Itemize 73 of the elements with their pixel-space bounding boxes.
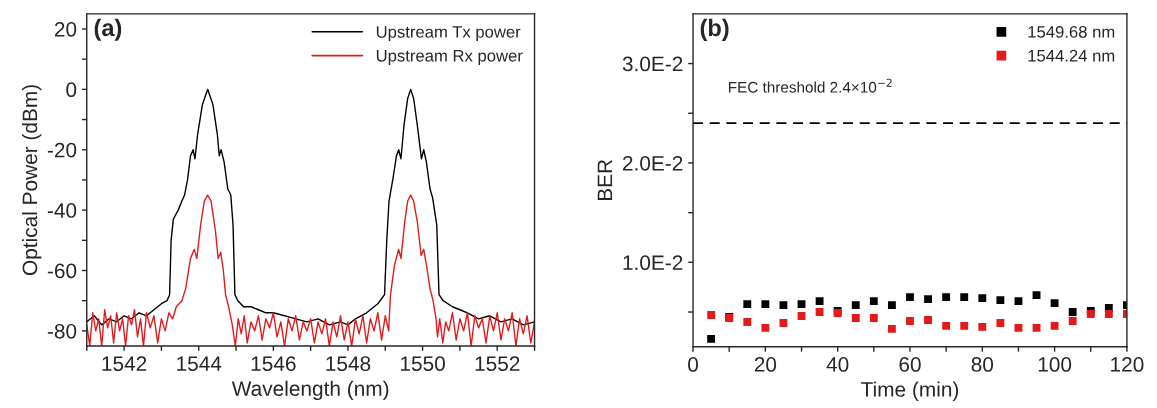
y-tick-label: 3.0E-2 [622,56,683,72]
x-axis-title: Time (min) [861,381,959,401]
x-tick-label: 60 [899,357,921,372]
point [1050,299,1059,307]
y-axis-title: Optical Power (dBm) [21,85,42,276]
point [743,318,752,326]
x-tick-label: 40 [826,357,849,372]
y-tick-label: 0 [66,82,77,98]
point [1014,323,1023,332]
y-tick-label: 1.0E-2 [623,255,683,271]
x-tick-label: 1548 [326,356,371,372]
point [869,297,878,306]
point [851,314,860,322]
point [942,322,951,330]
y-tick-label: -20 [47,142,77,158]
point [815,297,824,306]
x-tick-label: 1546 [251,356,296,372]
point [815,308,824,316]
point [942,293,951,302]
point [779,301,788,309]
point [924,316,932,324]
point [797,312,806,320]
point [960,293,969,302]
point [1050,322,1059,330]
y-tick-label: 20 [54,21,77,37]
point [743,300,752,308]
point [869,314,878,322]
point [960,322,969,330]
y-axis-title: BER [597,159,613,201]
x-tick-label: 120 [1111,357,1144,372]
point [851,301,860,309]
legend-label: 1544.24 nm [1028,49,1115,62]
y-tick-label: -40 [47,203,77,218]
x-tick-label: 80 [971,357,994,372]
point [978,323,987,331]
point [996,296,1005,305]
x-tick-label: 1552 [475,356,520,372]
y-tick-label: 2.0E-2 [622,155,683,171]
point [906,317,914,325]
x-tick-label: 1550 [401,356,445,372]
x-tick-label: 1544 [177,356,222,372]
point [978,294,987,303]
line-series [86,88,535,326]
point [797,300,806,308]
x-tick-label: 0 [688,357,699,372]
legend-label: Upstream Tx power [376,26,521,42]
x-axis-title: Wavelength (nm) [231,380,389,401]
point [1014,297,1023,306]
point [996,319,1005,327]
point [707,334,716,343]
point [1032,323,1041,332]
legend-label: 1549.68 nm [1028,25,1115,38]
x-tick-label: 1542 [102,356,147,372]
x-tick-label: 20 [754,357,777,372]
point [1104,310,1113,318]
point [1068,308,1077,316]
point [906,293,914,302]
point [779,319,788,327]
legend-label: Upstream Rx power [376,50,523,65]
point [761,300,770,308]
point [887,301,896,309]
point [761,323,770,332]
point [924,295,932,304]
point [887,324,896,333]
point [1032,291,1041,300]
point [1068,317,1077,325]
y-tick-label: -60 [47,263,77,279]
y-tick-label: -80 [47,323,77,339]
point [707,311,716,319]
ref-line-label: FEC threshold 2.4×10$^{−2}$ [729,78,892,93]
annotation: (a) [94,18,122,41]
annotation: (b) [700,18,729,41]
x-tick-label: 100 [1038,357,1072,372]
